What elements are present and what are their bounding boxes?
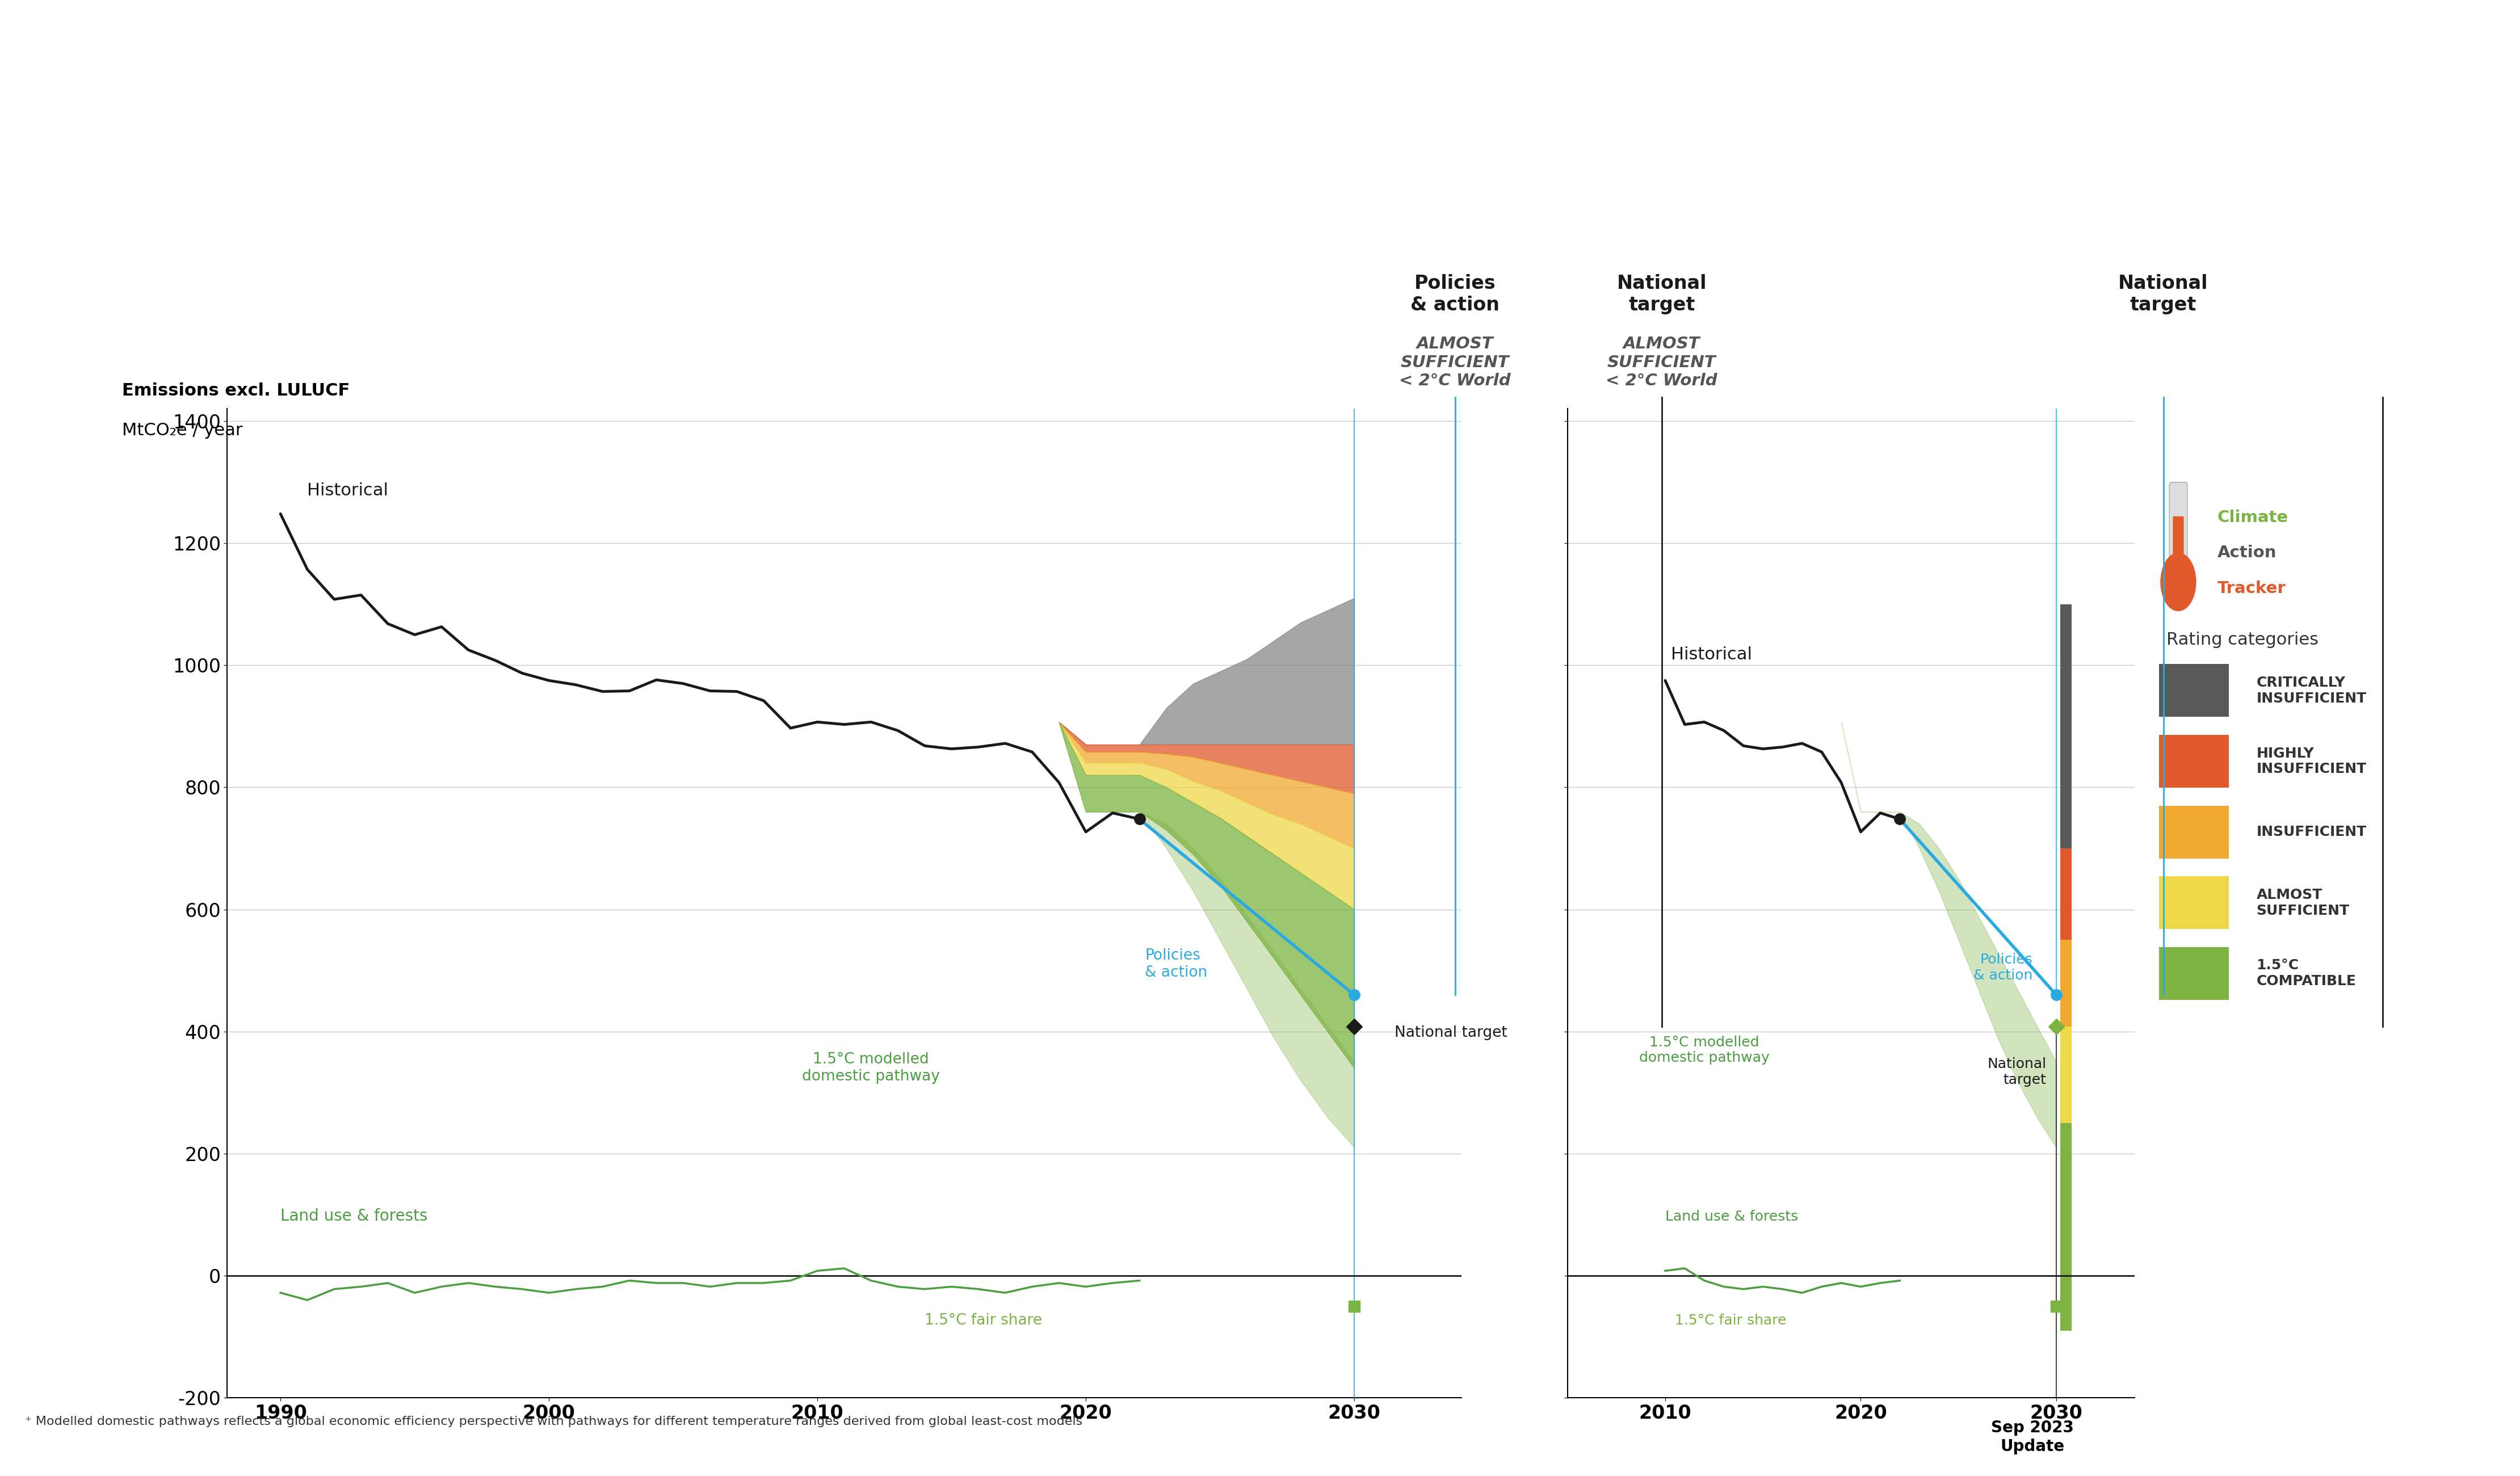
Bar bbox=[2160, 948, 2230, 999]
Bar bbox=[2061, 604, 2071, 849]
Text: Land use & forests: Land use & forests bbox=[1666, 1210, 1799, 1224]
Text: Historical: Historical bbox=[1671, 646, 1751, 663]
Text: HIGHLY
INSUFFICIENT: HIGHLY INSUFFICIENT bbox=[2255, 747, 2366, 776]
Text: Climate: Climate bbox=[2218, 509, 2288, 525]
Text: MtCO₂e / year: MtCO₂e / year bbox=[121, 422, 242, 438]
Text: Policies
& action: Policies & action bbox=[1411, 275, 1499, 314]
Text: 1.5°C modelled
domestic pathway: 1.5°C modelled domestic pathway bbox=[1638, 1036, 1769, 1064]
Text: Emissions excl. LULUCF: Emissions excl. LULUCF bbox=[121, 382, 350, 399]
Text: ALMOST
SUFFICIENT
< 2°C World: ALMOST SUFFICIENT < 2°C World bbox=[1399, 337, 1512, 388]
Text: Land use & forests: Land use & forests bbox=[280, 1209, 428, 1224]
Bar bbox=[2160, 664, 2230, 717]
Bar bbox=[2160, 735, 2230, 788]
Text: 1.5°C modelled
domestic pathway: 1.5°C modelled domestic pathway bbox=[801, 1052, 940, 1083]
Text: Historical: Historical bbox=[307, 483, 388, 499]
Text: ALMOST
SUFFICIENT: ALMOST SUFFICIENT bbox=[2255, 889, 2349, 918]
Text: National
target: National target bbox=[1618, 275, 1706, 314]
Text: ⁺ Modelled domestic pathways reflects a global economic efficiency perspective w: ⁺ Modelled domestic pathways reflects a … bbox=[25, 1415, 1084, 1427]
Text: GERMANY OVERALL RATING: GERMANY OVERALL RATING bbox=[1096, 80, 1424, 103]
Text: National
target: National target bbox=[1988, 1057, 2046, 1086]
Text: INSUFFICIENT: INSUFFICIENT bbox=[1081, 131, 1439, 176]
Text: 1.5°C
COMPATIBLE: 1.5°C COMPATIBLE bbox=[2255, 959, 2356, 987]
Text: Tracker: Tracker bbox=[2218, 580, 2286, 596]
Text: National target: National target bbox=[1394, 1026, 1507, 1041]
Text: 1.5°C fair share: 1.5°C fair share bbox=[1676, 1314, 1787, 1327]
Text: Action: Action bbox=[2218, 545, 2276, 561]
Bar bbox=[2061, 1027, 2071, 1123]
Text: Rating categories: Rating categories bbox=[2167, 632, 2318, 648]
Text: ALMOST
SUFFICIENT
< 2°C World: ALMOST SUFFICIENT < 2°C World bbox=[1605, 337, 1719, 388]
Bar bbox=[2061, 1123, 2071, 1331]
Text: BASED ON MODELLED DOMESTIC PATHWAYS⁺: BASED ON MODELLED DOMESTIC PATHWAYS⁺ bbox=[481, 211, 1081, 235]
FancyBboxPatch shape bbox=[2172, 517, 2185, 583]
Bar bbox=[2061, 849, 2071, 940]
Text: Climate
finance: Climate finance bbox=[2341, 275, 2424, 314]
Text: INSUFFICIENT
< 3°C World: INSUFFICIENT < 3°C World bbox=[2099, 345, 2228, 379]
Text: Policies
& action: Policies & action bbox=[1144, 948, 1207, 980]
Circle shape bbox=[2160, 554, 2195, 611]
Bar bbox=[2160, 877, 2230, 928]
Text: Policies
& action: Policies & action bbox=[1973, 953, 2034, 983]
Text: CRITICALLY
INSUFFICIENT: CRITICALLY INSUFFICIENT bbox=[2255, 676, 2366, 706]
Text: INSUFFICIENT: INSUFFICIENT bbox=[2318, 354, 2447, 370]
FancyBboxPatch shape bbox=[2170, 483, 2187, 584]
Text: 1.5°C fair share: 1.5°C fair share bbox=[925, 1314, 1043, 1328]
Bar bbox=[2061, 940, 2071, 1027]
Text: National
target: National target bbox=[2119, 275, 2208, 314]
Bar bbox=[2160, 806, 2230, 859]
Text: Sep 2023
Update: Sep 2023 Update bbox=[1991, 1420, 2074, 1454]
Text: INSUFFICIENT: INSUFFICIENT bbox=[2255, 825, 2366, 838]
Text: BASED ON FAIR SHARE: BASED ON FAIR SHARE bbox=[1890, 211, 2192, 235]
